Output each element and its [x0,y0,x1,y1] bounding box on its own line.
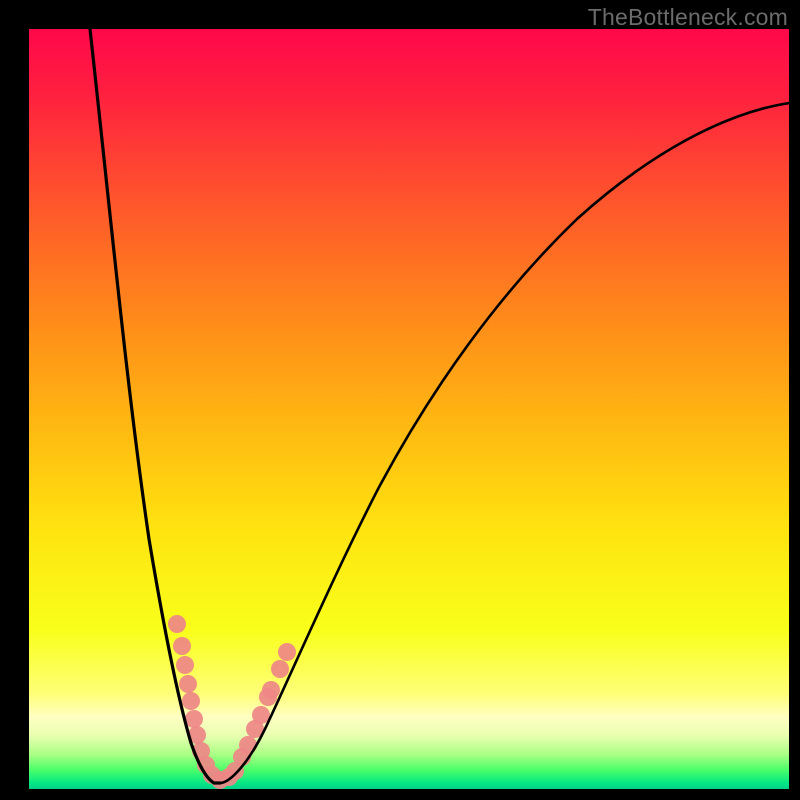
marker-dot [173,637,191,655]
watermark-text: TheBottleneck.com [588,4,788,31]
plot-area [29,29,789,789]
marker-dot [179,675,197,693]
left-curve [90,29,220,783]
marker-dot [176,656,194,674]
curves-layer [29,29,789,789]
right-curve [220,103,789,783]
marker-dot [262,681,280,699]
marker-dot [271,660,289,678]
marker-dot [168,615,186,633]
chart-stage: TheBottleneck.com [0,0,800,800]
marker-dot [278,643,296,661]
marker-dot [182,692,200,710]
